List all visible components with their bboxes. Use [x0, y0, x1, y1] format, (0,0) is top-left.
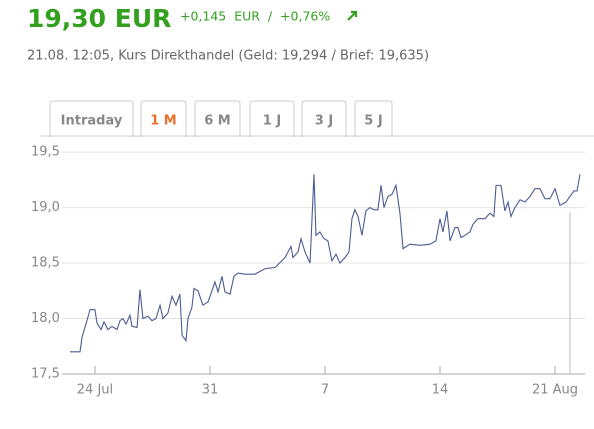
tab-shape: [301, 100, 347, 137]
tab-label: Intraday: [61, 114, 123, 129]
tab-label: 5 J: [364, 114, 382, 129]
x-tick-label: 7: [321, 383, 329, 398]
tab-shape: [49, 100, 134, 137]
x-tick-label: 31: [202, 383, 219, 398]
tab[interactable]: 1 J: [249, 100, 295, 137]
tab-label: 6 M: [204, 114, 231, 129]
price: 19,30 EUR: [27, 4, 171, 33]
tab[interactable]: 5 J: [354, 100, 393, 137]
x-tick-label: 21 Aug: [532, 383, 578, 398]
price-line: [70, 174, 581, 353]
y-tick-label: 19,0: [31, 200, 60, 215]
tab-label: 3 J: [315, 114, 333, 129]
y-tick-label: 17,5: [31, 367, 60, 382]
tab-bar: Intraday 1 M 6 M 1 J 3 J 5 J: [49, 100, 393, 137]
up-arrow: [347, 10, 358, 21]
tab-label: 1 M: [150, 114, 177, 129]
price-change: +0,145 EUR / +0,76%: [180, 9, 330, 24]
tab-label: 1 J: [263, 114, 281, 129]
tab[interactable]: 3 J: [301, 100, 347, 137]
tab-shape: [249, 100, 295, 137]
tab[interactable]: Intraday: [49, 100, 134, 137]
subtitle: 21.08. 12:05, Kurs Direkthandel (Geld: 1…: [27, 49, 429, 64]
x-tick-label: 14: [432, 383, 449, 398]
tab-shape: [194, 100, 241, 137]
y-tick-label: 18,0: [31, 311, 60, 326]
tab-shape: [354, 100, 393, 137]
tab[interactable]: 6 M: [194, 100, 241, 137]
y-tick-label: 19,5: [31, 145, 60, 160]
plot: 17,5 18,0 18,5 19,0 19,5 24 Jul 31 7 14 21 Aug: [31, 145, 585, 398]
x-tick-label: 24 Jul: [77, 383, 113, 398]
y-tick-label: 18,5: [31, 256, 60, 271]
tab-shape: [140, 100, 187, 137]
tab[interactable]: 1 M: [140, 100, 187, 137]
